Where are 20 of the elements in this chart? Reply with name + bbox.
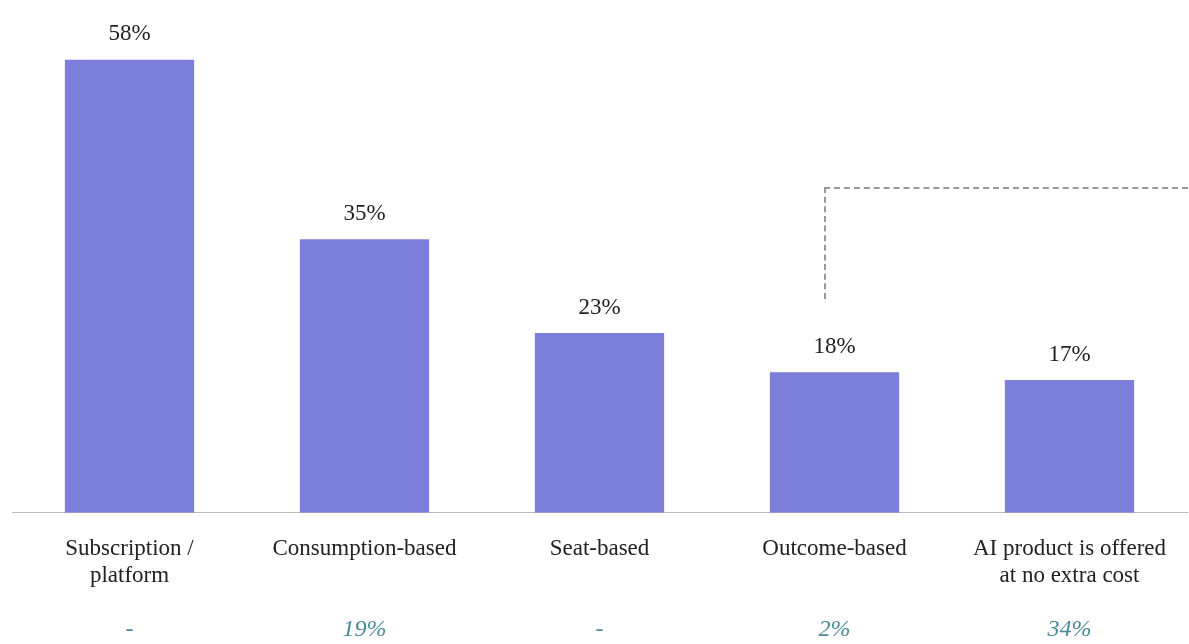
data-label: 18% bbox=[813, 332, 856, 358]
text: 34% bbox=[1046, 615, 1093, 642]
data-label: 58% bbox=[108, 20, 151, 46]
data-label: 23% bbox=[578, 293, 621, 319]
text: 19% bbox=[341, 615, 388, 642]
bar bbox=[769, 372, 900, 513]
data-label: 17% bbox=[1048, 340, 1091, 366]
x-tick-label: Consumption-based bbox=[272, 534, 457, 560]
data-label: 35% bbox=[343, 199, 386, 225]
x-tick-label: Subscription / platform bbox=[65, 534, 195, 588]
bar bbox=[1004, 379, 1135, 513]
bar bbox=[64, 59, 195, 513]
x-tick-label: Seat-based bbox=[549, 534, 650, 560]
bar bbox=[299, 239, 430, 513]
bar bbox=[534, 333, 665, 513]
x-tick-label: Outcome-based bbox=[762, 534, 908, 560]
text: 2% bbox=[817, 615, 852, 642]
text: - bbox=[124, 615, 135, 642]
text: - bbox=[594, 615, 605, 642]
x-tick-label: AI product is offered at no extra cost bbox=[972, 534, 1167, 588]
